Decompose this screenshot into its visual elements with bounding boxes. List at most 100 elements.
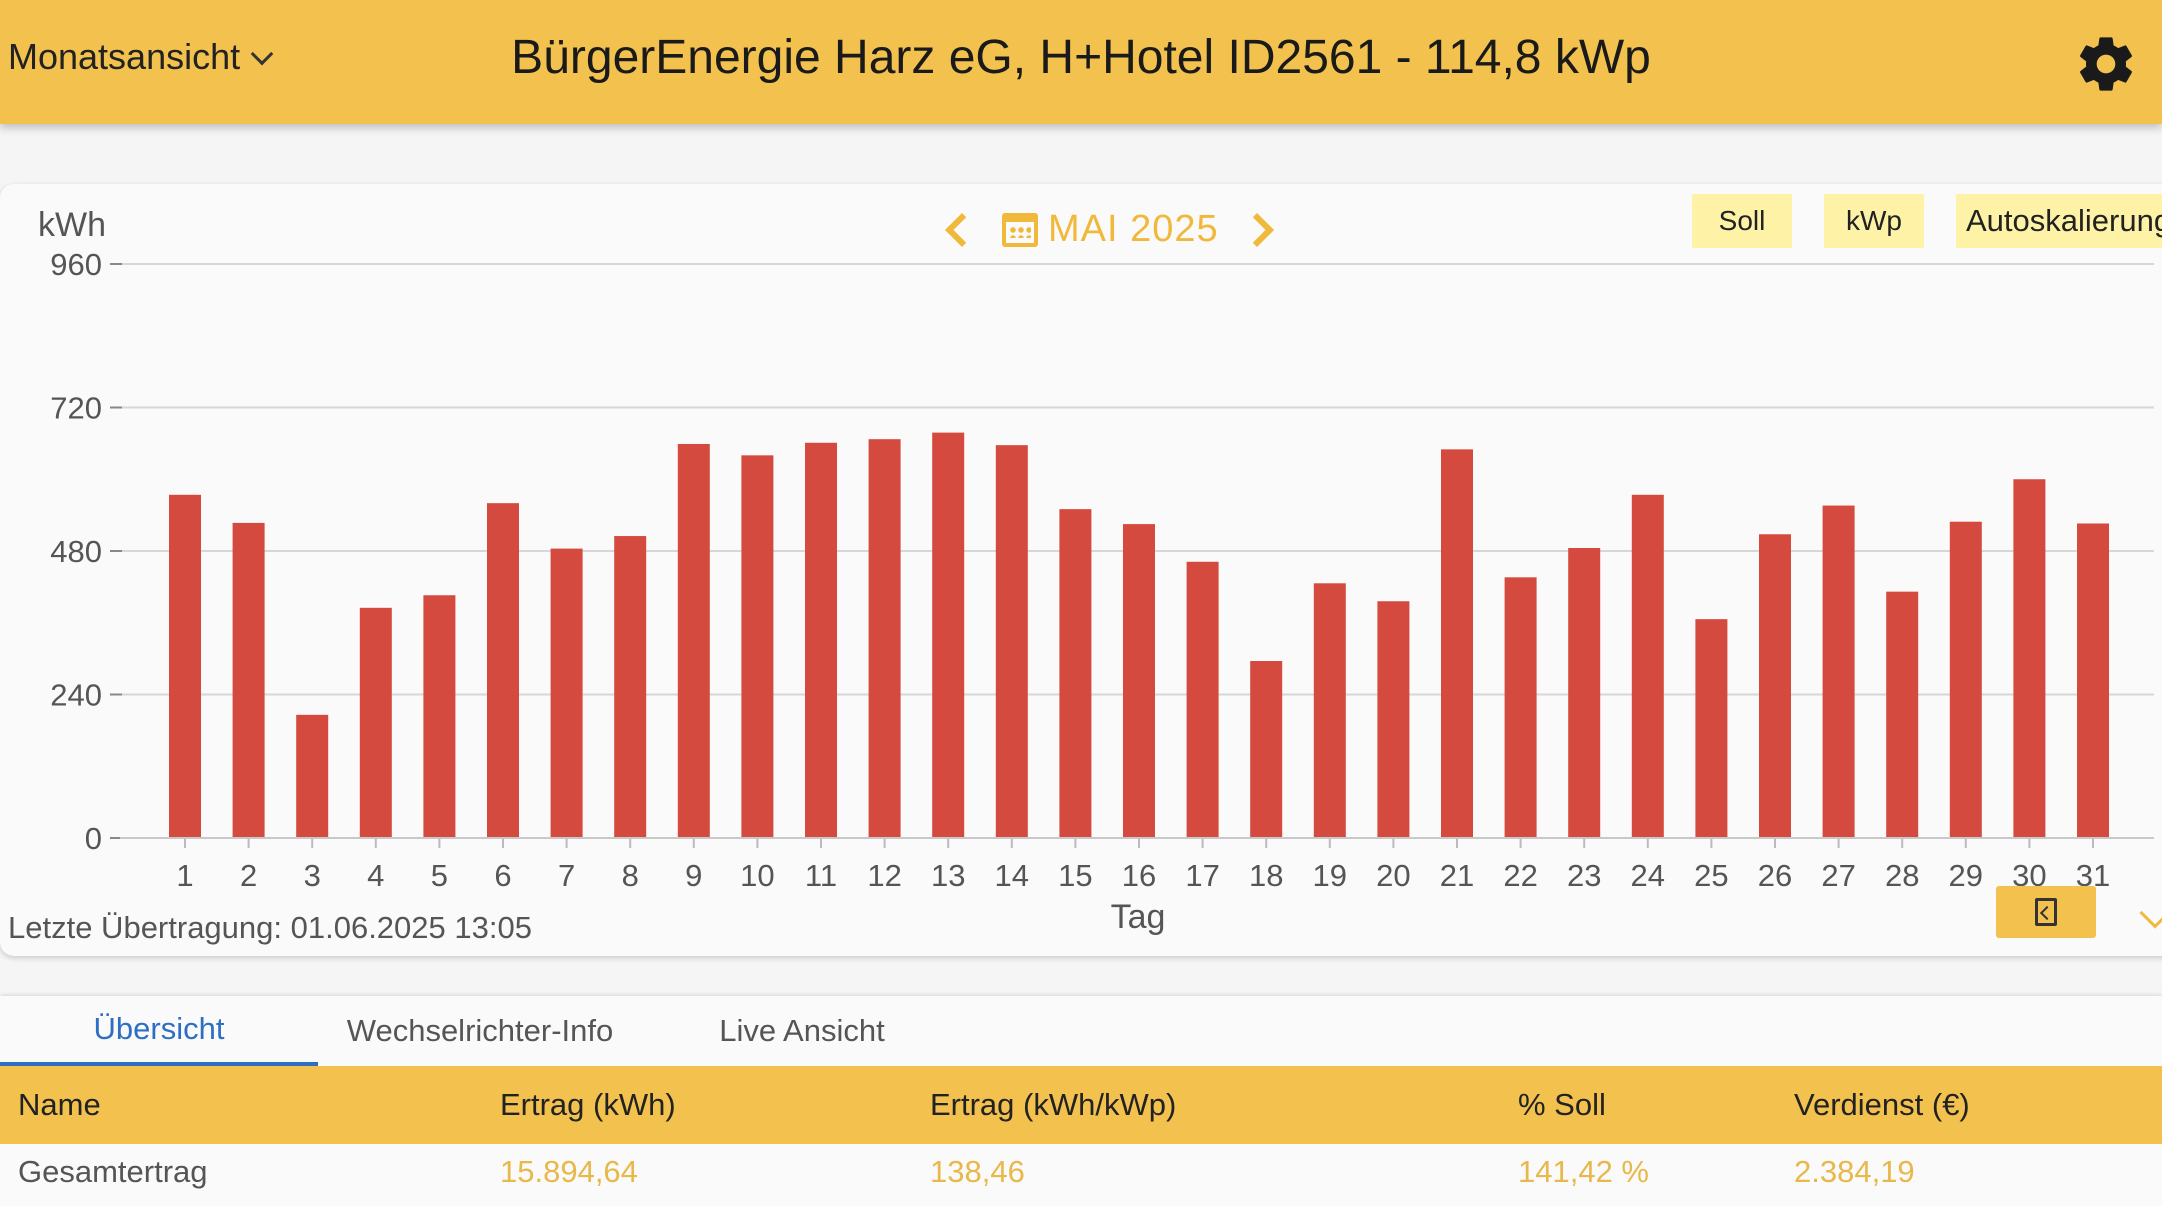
bar <box>1504 577 1537 838</box>
x-tick-label: 1 <box>176 858 193 893</box>
column-header-target-percent: % Soll <box>1518 1087 1606 1122</box>
x-tick-label: 19 <box>1313 858 1347 893</box>
x-tick-label: 24 <box>1631 858 1665 893</box>
calendar-icon[interactable] <box>1002 212 1038 247</box>
bar <box>550 548 583 838</box>
top-bar: Monatsansicht BürgerEnergie Harz eG, H+H… <box>0 0 2162 124</box>
chart-card: 0 240 480 720 960 kWh 1 2 3 4 5 6 7 8 9 10 11 12 13 14 15 16 1… <box>0 184 2162 956</box>
bar <box>1568 548 1601 838</box>
x-tick-label: 10 <box>740 858 774 893</box>
bar <box>868 439 901 838</box>
x-tick-label: 21 <box>1440 858 1474 893</box>
cell-earnings: 2.384,19 <box>1794 1154 1915 1189</box>
bar <box>1313 583 1346 838</box>
column-header-yield: Ertrag (kWh) <box>500 1087 676 1122</box>
chevron-right-icon[interactable] <box>1239 212 1274 247</box>
bar <box>423 595 456 838</box>
x-tick-label: 16 <box>1122 858 1156 893</box>
x-tick-label: 15 <box>1058 858 1092 893</box>
y-tick-label: 720 <box>50 391 102 426</box>
x-tick-label: 23 <box>1567 858 1601 893</box>
bar <box>1186 561 1219 838</box>
x-tick-label: 12 <box>867 858 901 893</box>
bar <box>1886 591 1919 838</box>
cell-specific-yield: 138,46 <box>930 1154 1025 1189</box>
tab-live-view[interactable]: Live Ansicht <box>719 1013 885 1048</box>
tab-bar: Übersicht Wechselrichter-Info Live Ansic… <box>0 996 2162 1066</box>
table-header-row: Name Ertrag (kWh) Ertrag (kWh/kWp) % Sol… <box>0 1066 2162 1144</box>
x-tick-label: 17 <box>1185 858 1219 893</box>
bar <box>232 522 265 838</box>
last-transmission-text: Letzte Übertragung: 01.06.2025 13:05 <box>8 910 532 945</box>
bar <box>1377 601 1410 838</box>
y-axis-label: kWh <box>38 206 106 244</box>
y-tick-label: 240 <box>50 678 102 713</box>
kwp-toggle-button[interactable]: kWp <box>1824 194 1924 248</box>
x-tick-label: 27 <box>1821 858 1855 893</box>
cell-yield: 15.894,64 <box>500 1154 638 1189</box>
bar <box>677 443 710 838</box>
view-select-dropdown[interactable]: Monatsansicht <box>8 36 274 78</box>
tab-overview[interactable]: Übersicht <box>0 996 318 1066</box>
x-tick-label: 14 <box>995 858 1029 893</box>
x-tick-label: 7 <box>558 858 575 893</box>
bar <box>1759 534 1791 838</box>
export-button[interactable] <box>1996 886 2096 938</box>
view-select-label: Monatsansicht <box>8 36 241 77</box>
month-label[interactable]: MAI 2025 <box>1048 208 1219 250</box>
x-tick-label: 25 <box>1694 858 1728 893</box>
bar <box>932 432 965 838</box>
cell-target-percent: 141,42 % <box>1518 1154 1649 1189</box>
bar <box>614 536 647 838</box>
bar <box>2077 523 2109 838</box>
bar <box>1123 524 1155 838</box>
x-tick-label: 6 <box>494 858 511 893</box>
y-tick-label: 0 <box>85 821 102 856</box>
bar <box>359 607 392 838</box>
x-tick-label: 26 <box>1758 858 1792 893</box>
x-tick-label: 5 <box>431 858 448 893</box>
details-card: Übersicht Wechselrichter-Info Live Ansic… <box>0 996 2162 1206</box>
y-tick-label: 960 <box>50 247 102 282</box>
bar <box>169 494 201 838</box>
bar <box>995 445 1028 838</box>
bar <box>1822 505 1855 838</box>
x-tick-label: 2 <box>240 858 257 893</box>
x-tick-label: 11 <box>805 858 837 893</box>
bar <box>1441 449 1473 838</box>
x-tick-label: 28 <box>1885 858 1919 893</box>
page-title: BürgerEnergie Harz eG, H+Hotel ID2561 - … <box>511 31 1651 84</box>
bar <box>1250 661 1283 838</box>
x-tick-label: 18 <box>1249 858 1283 893</box>
bar <box>1695 619 1728 838</box>
column-header-specific-yield: Ertrag (kWh/kWp) <box>930 1087 1177 1122</box>
month-navigator: MAI 2025 <box>945 208 1274 251</box>
x-axis-label: Tag <box>1111 898 1166 936</box>
x-tick-label: 8 <box>622 858 639 893</box>
bar <box>2013 479 2046 838</box>
bar <box>1949 521 1982 838</box>
bar <box>741 455 774 838</box>
autoscale-toggle-button[interactable]: Autoskalierung <box>1956 194 2162 248</box>
x-tick-label: 9 <box>685 858 702 893</box>
bar <box>805 442 837 838</box>
x-tick-label: 13 <box>931 858 965 893</box>
x-tick-label: 3 <box>304 858 321 893</box>
x-tick-label: 22 <box>1503 858 1537 893</box>
bar <box>487 503 519 838</box>
bar <box>1631 494 1664 838</box>
tab-inverter-info[interactable]: Wechselrichter-Info <box>346 1013 614 1048</box>
x-tick-label: 29 <box>1949 858 1983 893</box>
chevron-left-icon[interactable] <box>945 212 979 247</box>
file-export-icon <box>2035 898 2057 926</box>
cell-name: Gesamtertrag <box>18 1154 208 1189</box>
gear-icon[interactable] <box>2074 32 2138 96</box>
y-tick-label: 480 <box>50 534 102 569</box>
table-row: Gesamtertrag 15.894,64 138,46 141,42 % 2… <box>0 1144 2162 1206</box>
soll-toggle-button[interactable]: Soll <box>1692 194 1792 248</box>
bar <box>1059 509 1092 838</box>
column-header-name: Name <box>18 1087 101 1122</box>
x-tick-label: 20 <box>1376 858 1410 893</box>
